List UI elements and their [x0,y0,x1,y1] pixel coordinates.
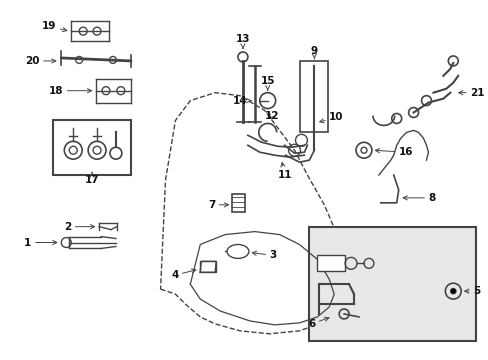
Text: 9: 9 [310,46,317,59]
Bar [53,121,130,175]
Text: 1: 1 [24,238,57,248]
Bar [309,227,475,341]
Text: 12: 12 [264,111,278,121]
Text: 7: 7 [207,200,228,210]
Text: 3: 3 [252,251,276,260]
Text: 17: 17 [84,172,99,185]
Text: 5: 5 [464,286,479,296]
Text: 2: 2 [64,222,94,231]
Text: 21: 21 [458,88,484,98]
Text: 8: 8 [402,193,435,203]
Bar [200,261,216,272]
Text: 15: 15 [260,76,274,90]
Text: 18: 18 [49,86,91,96]
Text: 20: 20 [25,56,56,66]
Text: 6: 6 [307,317,328,329]
Text: 19: 19 [42,21,67,32]
Text: 16: 16 [375,147,412,157]
Bar [300,61,327,132]
Text: 13: 13 [235,34,250,48]
Text: 14: 14 [233,96,250,105]
Circle shape [449,288,455,294]
Text: 11: 11 [277,163,291,180]
Bar [317,255,345,271]
Bar [231,194,244,212]
Text: 10: 10 [319,112,343,123]
Text: 4: 4 [171,269,196,280]
